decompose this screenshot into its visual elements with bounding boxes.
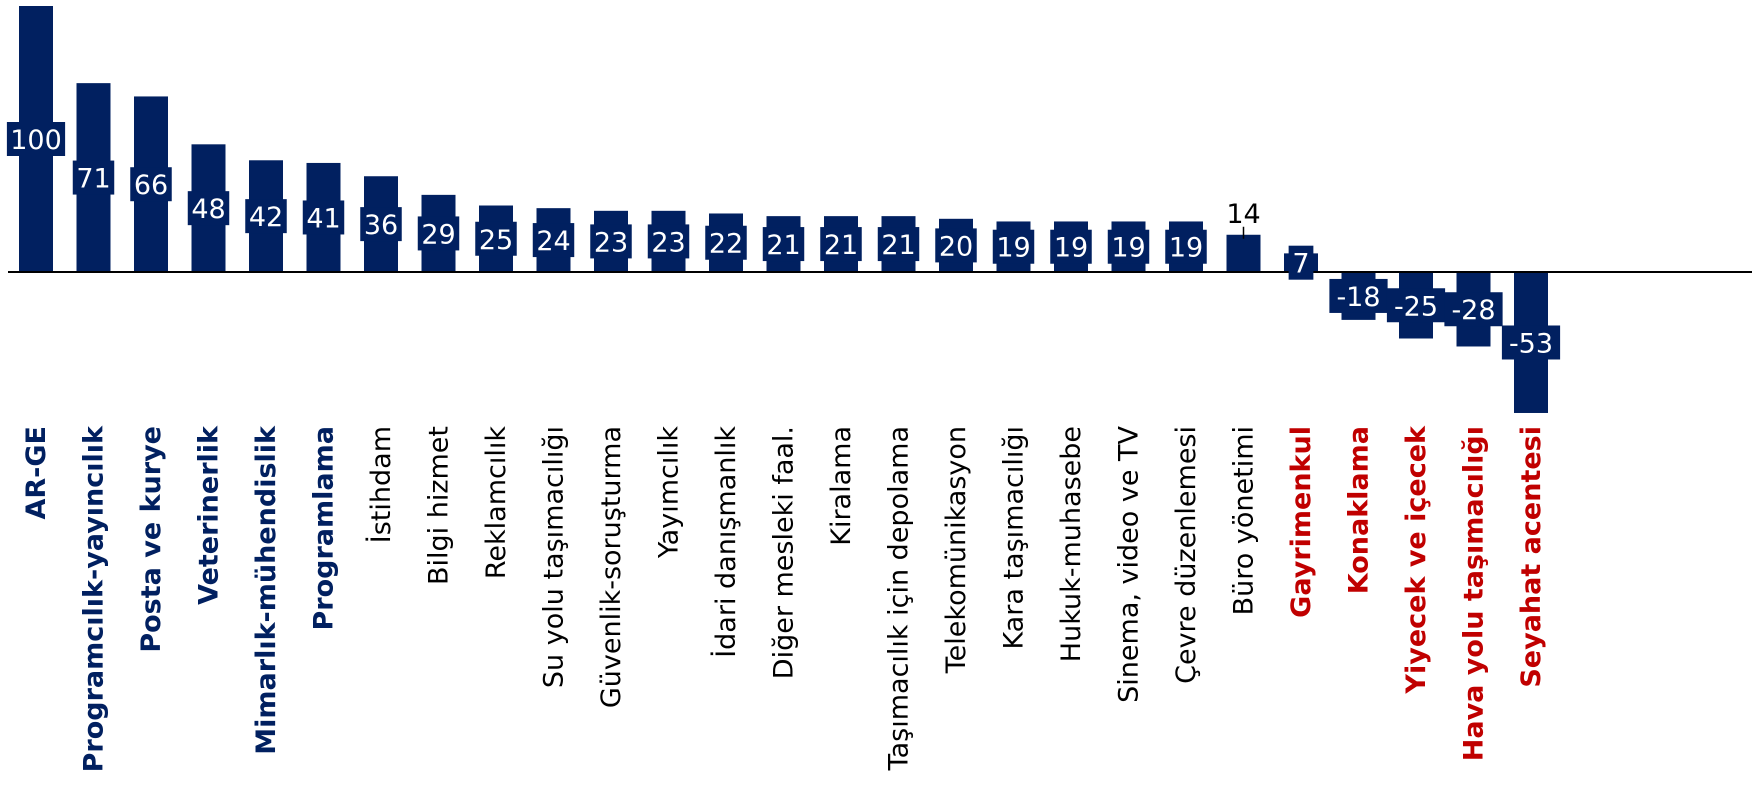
value-label-box — [6, 122, 66, 156]
value-label-box — [762, 227, 805, 262]
value-label-box — [877, 227, 920, 262]
category-label: Telekomünikasyon — [941, 426, 972, 674]
value-label-box — [245, 199, 287, 234]
value-label: 23 — [651, 227, 685, 258]
value-label-box — [302, 200, 345, 235]
value-label: 7 — [1292, 249, 1309, 280]
category-label: Kiralama — [826, 426, 857, 546]
value-label: 21 — [766, 230, 800, 261]
value-label: 22 — [709, 229, 743, 260]
category-label: Yayımcılık — [654, 426, 685, 559]
value-label: 36 — [364, 210, 398, 241]
value-label-box — [1329, 278, 1388, 313]
category-label: Programlama — [309, 426, 340, 630]
category-label: Hava yolu taşımacılığı — [1459, 426, 1490, 761]
value-label-box — [475, 221, 517, 256]
value-label: 14 — [1226, 199, 1260, 230]
value-label: 19 — [1169, 233, 1203, 264]
value-label: 23 — [594, 227, 628, 258]
value-label: 41 — [306, 203, 340, 234]
category-label: AR-GE — [21, 426, 52, 520]
category-label: Kara taşımacılığı — [999, 426, 1030, 650]
value-labels-group: 100 71 66 48 42 41 36 29 25 24 23 23 22 21 21 21 20 19 19 1… — [6, 122, 1561, 360]
value-label-box — [532, 223, 575, 258]
value-label-box — [820, 227, 862, 262]
value-label-box — [1165, 229, 1207, 264]
category-label: Güvenlik-soruşturma — [596, 426, 627, 708]
category-label: Taşımacılık için depolama — [884, 426, 915, 771]
value-label-box — [992, 229, 1035, 264]
value-label: 71 — [76, 164, 110, 195]
value-label-box — [647, 224, 690, 259]
value-label: 20 — [939, 231, 973, 262]
value-label-box — [360, 207, 402, 242]
value-label-box — [935, 228, 977, 263]
value-label: 19 — [996, 233, 1030, 264]
category-label: Hukuk-muhasebe — [1056, 426, 1087, 662]
value-label: 29 — [421, 219, 455, 250]
category-label: Sinema, video ve TV — [1114, 425, 1145, 702]
category-label: Veterinerlik — [194, 425, 225, 605]
value-label: 24 — [536, 226, 570, 257]
value-label-box — [705, 225, 747, 260]
value-label: 21 — [881, 230, 915, 261]
value-label-box — [72, 160, 115, 195]
value-label: -53 — [1509, 328, 1553, 359]
value-label-box — [1444, 292, 1503, 327]
value-label-box — [1501, 325, 1561, 360]
value-label: 48 — [191, 194, 225, 225]
category-label: Diğer mesleki faal. — [769, 426, 800, 679]
value-label: 100 — [10, 125, 62, 156]
value-label: 19 — [1054, 233, 1088, 264]
category-label: Posta ve kurye — [136, 426, 167, 653]
category-label: Seyahat acentesi — [1516, 426, 1547, 688]
category-label: Reklamcılık — [481, 426, 512, 579]
category-label: Konaklama — [1344, 426, 1375, 594]
value-label-box — [590, 224, 632, 259]
value-label: -25 — [1394, 291, 1438, 322]
category-label: Bilgi hizmet — [424, 426, 455, 585]
category-labels-group: AR-GE Programcılık-yayıncılık Posta ve kur… — [21, 425, 1547, 772]
category-label: Programcılık-yayıncılık — [79, 425, 110, 772]
value-label: 25 — [479, 225, 513, 256]
value-label-box — [1288, 245, 1314, 280]
value-label-box — [417, 216, 460, 251]
value-label: 42 — [249, 202, 283, 233]
value-label-box — [130, 167, 172, 202]
value-label: 21 — [824, 230, 858, 261]
value-label: -28 — [1451, 295, 1495, 326]
value-label: 66 — [134, 170, 168, 201]
value-label: 19 — [1111, 233, 1145, 264]
category-label: Gayrimenkul — [1286, 426, 1317, 618]
value-label-box — [1107, 229, 1150, 264]
bar — [1226, 234, 1261, 272]
category-label: İstihdam — [365, 426, 397, 543]
category-label: Mimarlık-mühendislik — [251, 425, 282, 755]
value-label-box — [1050, 229, 1092, 264]
value-label: -18 — [1336, 282, 1380, 313]
value-label-box — [1386, 288, 1446, 323]
category-label: Yiyecek ve içecek — [1401, 425, 1432, 695]
category-label: Çevre düzenlemesi — [1171, 426, 1202, 684]
value-label-box — [187, 191, 230, 226]
category-label: Su yolu taşımacılığı — [539, 426, 570, 688]
category-label: Büro yönetimi — [1229, 426, 1260, 615]
category-label: İdari danışmanlık — [710, 426, 742, 658]
